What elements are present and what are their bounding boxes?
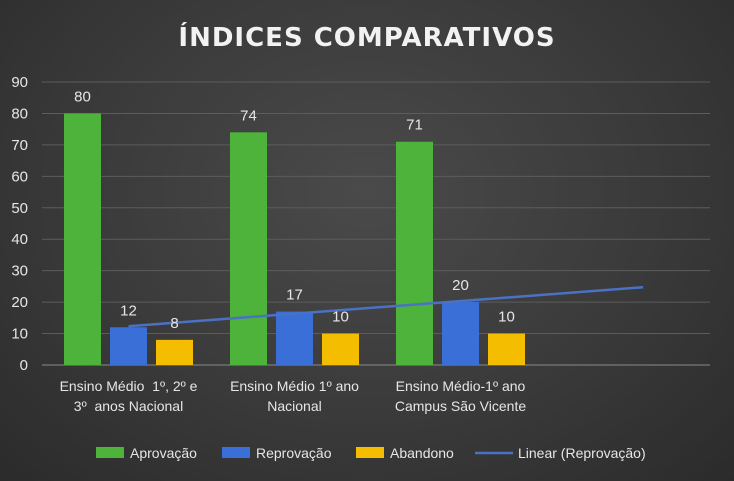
x-category-label: Ensino Médio-1º ano [396,378,526,394]
legend-label: Reprovação [256,445,332,461]
bar-reprovação [442,302,479,365]
x-category-label: Campus São Vicente [395,398,526,414]
data-label: 74 [240,107,257,124]
trendline-group [128,285,644,328]
y-tick-label: 80 [11,105,28,122]
bar-aprovação [230,132,267,365]
gridlines [42,81,710,366]
legend-label: Linear (Reprovação) [518,445,646,461]
y-tick-label: 40 [11,231,28,248]
y-tick-label: 10 [11,326,28,343]
legend: Aprovação Reprovação Abandono Linear (Repro… [96,445,646,461]
bar-reprovação [276,311,313,365]
bar-reprovação [110,327,147,365]
x-category-label: Ensino Médio 1º ano [230,378,359,394]
y-axis: 0 10 20 30 40 50 60 70 80 90 [11,74,28,374]
y-tick-label: 70 [11,137,28,154]
legend-swatch [222,447,250,458]
bar-abandono [322,333,359,365]
y-tick-label: 20 [11,294,28,311]
data-label: 20 [452,277,469,294]
bar-abandono [488,333,525,365]
data-label: 17 [286,287,303,304]
y-tick-label: 60 [11,168,28,185]
bars [64,113,525,365]
legend-label: Abandono [390,445,454,461]
data-label: 12 [120,302,137,319]
data-label: 71 [406,117,423,134]
y-tick-label: 0 [20,357,28,374]
data-label: 8 [170,315,178,332]
y-tick-label: 90 [11,74,28,91]
y-tick-label: 30 [11,263,28,280]
data-labels: 80 74 71 12 17 20 8 10 10 [74,88,515,331]
chart-title: ÍNDICES COMPARATIVOS [178,21,555,53]
data-label: 80 [74,88,91,105]
bar-aprovação [64,113,101,365]
trendline [128,285,644,328]
x-category-label: Ensino Médio 1º, 2º e [60,378,198,394]
bar-aprovação [396,141,433,365]
y-tick-label: 50 [11,200,28,217]
x-category-label: Nacional [267,398,321,414]
legend-label: Aprovação [130,445,197,461]
bar-abandono [156,339,193,365]
x-axis: Ensino Médio 1º, 2º e 3º anos Nacional Ens… [60,378,527,414]
legend-swatch [356,447,384,458]
legend-swatch [96,447,124,458]
x-category-label: 3º anos Nacional [74,398,183,414]
data-label: 10 [498,309,515,326]
data-label: 10 [332,309,349,326]
